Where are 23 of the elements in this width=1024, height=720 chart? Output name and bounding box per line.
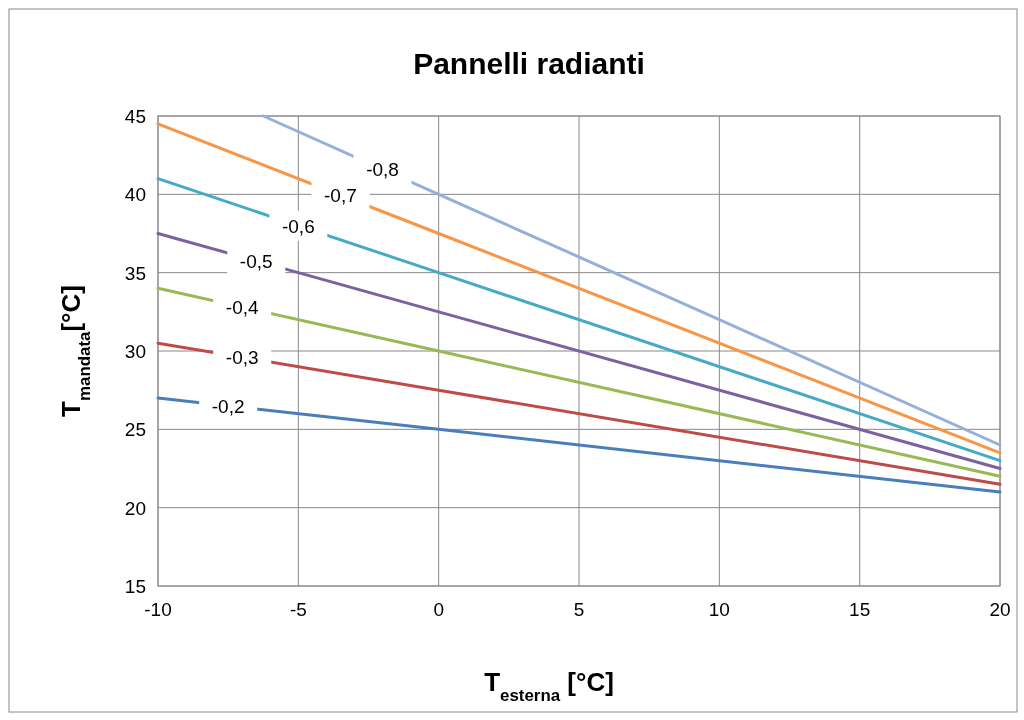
y-tick-label: 25 — [124, 419, 146, 441]
x-tick-label: 0 — [433, 599, 444, 620]
y-tick-label: 35 — [124, 262, 146, 284]
annotation: -0,3 — [225, 347, 259, 369]
x-tick-label: -5 — [289, 599, 307, 620]
annotation: -0,5 — [239, 250, 273, 272]
y-tick-label: 40 — [124, 184, 146, 206]
annotation: -0,4 — [225, 297, 259, 319]
annotation: -0,6 — [281, 215, 315, 237]
x-tick-label: 5 — [573, 599, 585, 620]
y-tick-label: 15 — [124, 576, 146, 597]
chart-title: Pannelli radianti — [413, 47, 645, 80]
y-tick-label: 20 — [124, 497, 146, 519]
annotation: -0,8 — [366, 159, 399, 181]
x-axis-title: T$_{esterna}$ [°C] — [484, 667, 614, 705]
y-tick-label: 30 — [124, 341, 146, 362]
annotation: -0,2 — [211, 395, 245, 417]
x-tick-label: 10 — [708, 599, 730, 620]
x-tick-label: -10 — [144, 599, 172, 620]
x-tick-label: 20 — [989, 599, 1011, 620]
x-tick-label: 15 — [849, 599, 871, 620]
y-tick-label: 45 — [124, 106, 146, 127]
annotation: -0,7 — [324, 185, 357, 207]
